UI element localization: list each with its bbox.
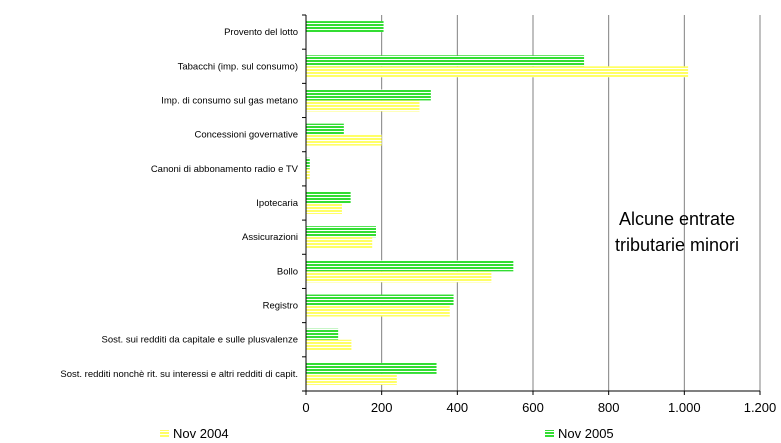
bar-nov-2004 [306, 237, 373, 249]
chart-annotation: Alcune entrate [619, 209, 735, 229]
legend: Nov 2004 Nov 2005 [160, 426, 614, 441]
bar-nov-2005 [306, 123, 344, 135]
bar-nov-2004 [306, 203, 342, 214]
bar-nov-2005 [306, 21, 384, 33]
legend-swatch [160, 430, 169, 437]
bar-nov-2004 [306, 305, 450, 317]
category-label: Canoni di abbonamento radio e TV [151, 164, 299, 175]
axes [302, 14, 761, 395]
x-tick-label: 1.000 [668, 400, 701, 415]
bar-nov-2004 [306, 271, 492, 283]
bar-nov-2004 [306, 100, 420, 112]
category-label: Sost. sui redditi da capitale e sulle pl… [102, 335, 298, 346]
bar-nov-2004 [306, 134, 382, 146]
x-tick-label: 0 [302, 400, 309, 415]
bar-nov-2005 [306, 362, 437, 374]
bar-nov-2004 [306, 373, 397, 385]
legend-swatch [545, 430, 554, 437]
category-label: Assicurazioni [242, 232, 298, 243]
category-label: Registro [263, 301, 298, 312]
x-tick-label: 1.200 [744, 400, 777, 415]
bar-nov-2004 [306, 66, 689, 78]
chart-annotation: tributarie minori [615, 235, 739, 255]
bar-nov-2005 [306, 192, 351, 203]
bar-nov-2005 [306, 226, 376, 238]
bar-nov-2004 [306, 339, 352, 351]
legend-label: Nov 2004 [173, 426, 229, 441]
bar-nov-2005 [306, 89, 431, 101]
bars [306, 21, 689, 385]
bar-nov-2005 [306, 260, 514, 272]
category-label: Concessioni governative [194, 130, 298, 141]
annotation: Alcune entrate tributarie minori [615, 209, 739, 255]
category-label: Ipotecaria [256, 198, 298, 209]
bar-nov-2005 [306, 157, 310, 169]
bar-nov-2004 [306, 168, 310, 180]
bar-nov-2005 [306, 294, 454, 306]
category-label: Tabacchi (imp. sul consumo) [178, 61, 298, 72]
bar-nov-2005 [306, 328, 339, 340]
x-tick-label: 800 [598, 400, 620, 415]
x-tick-label: 600 [522, 400, 544, 415]
tick-labels: 0 200 400 600 800 1.000 1.200 [302, 400, 776, 415]
category-labels: Provento del lotto Tabacchi (imp. sul con… [60, 27, 298, 380]
bar-nov-2005 [306, 55, 585, 67]
legend-label: Nov 2005 [558, 426, 614, 441]
category-label: Sost. redditi nonchè rit. su interessi e… [60, 369, 298, 380]
gridlines [381, 15, 761, 391]
category-label: Imp. di consumo sul gas metano [161, 95, 298, 106]
x-tick-label: 200 [371, 400, 393, 415]
x-tick-label: 400 [446, 400, 468, 415]
category-label: Provento del lotto [224, 27, 298, 38]
category-label: Bollo [277, 266, 298, 277]
